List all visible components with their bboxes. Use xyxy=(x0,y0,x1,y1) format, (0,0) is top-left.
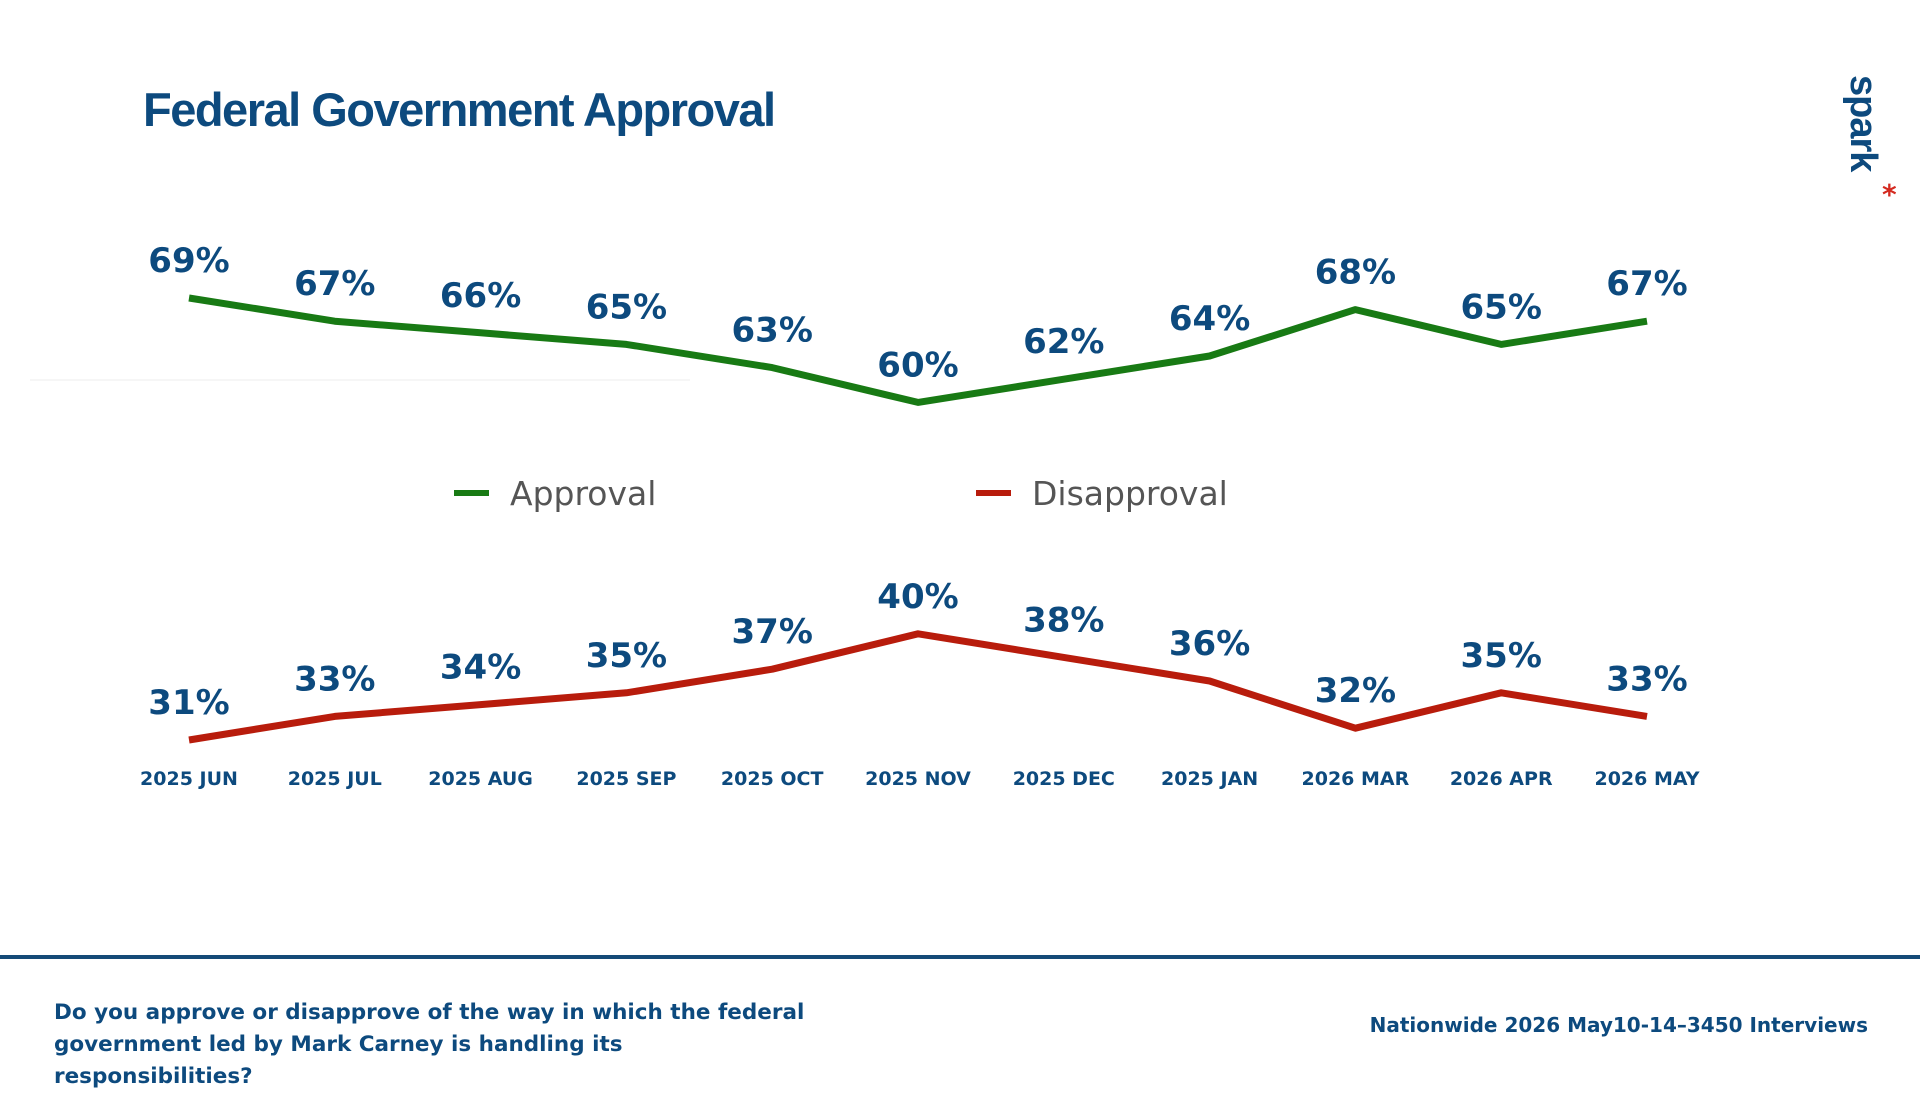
disapproval-line xyxy=(188,630,1648,744)
disapproval-value-label: 36% xyxy=(1169,624,1250,664)
x-tick-label: 2026 MAY xyxy=(1594,768,1699,790)
x-tick-label: 2026 APR xyxy=(1450,768,1553,790)
disapproval-value-label: 40% xyxy=(877,577,958,617)
disapproval-value-label: 33% xyxy=(1606,659,1687,699)
approval-value-label: 63% xyxy=(732,311,813,351)
survey-source: Nationwide 2026 May10-14–3450 Interviews xyxy=(1369,1013,1868,1037)
disapproval-value-label: 34% xyxy=(440,648,521,688)
x-tick-label: 2025 NOV xyxy=(865,768,971,790)
x-tick-label: 2025 SEP xyxy=(576,768,676,790)
footer-divider xyxy=(0,955,1920,959)
x-tick-label: 2025 DEC xyxy=(1013,768,1115,790)
disapproval-value-label: 38% xyxy=(1023,600,1104,640)
disapproval-value-label: 31% xyxy=(148,683,229,723)
line-chart: 69% 67% 66% 65% 63% 60% 62% 64% 68% 65% 67% 31% 33% 3… xyxy=(30,241,1700,790)
disapproval-value-label: 35% xyxy=(586,636,667,676)
approval-value-label: 62% xyxy=(1023,322,1104,362)
approval-line xyxy=(188,294,1648,406)
approval-value-label: 65% xyxy=(586,287,667,327)
disapproval-value-label: 35% xyxy=(1461,636,1542,676)
approval-value-label: 65% xyxy=(1461,287,1542,327)
x-axis-ticks: 2025 JUN 2025 JUL 2025 AUG 2025 SEP 2025 OCT… xyxy=(140,768,1700,790)
approval-value-label: 64% xyxy=(1169,299,1250,339)
approval-value-label: 60% xyxy=(877,345,958,385)
x-tick-label: 2025 JUL xyxy=(288,768,382,790)
x-tick-label: 2025 JUN xyxy=(140,768,238,790)
approval-value-label: 67% xyxy=(1606,264,1687,304)
spark-logo: spark * xyxy=(1840,75,1900,215)
chart-title: Federal Government Approval xyxy=(143,83,776,136)
disapproval-value-label: 37% xyxy=(732,612,813,652)
x-tick-label: 2025 JAN xyxy=(1161,768,1258,790)
approval-value-label: 67% xyxy=(294,264,375,304)
series-layer xyxy=(188,294,1648,744)
approval-value-label: 69% xyxy=(148,241,229,281)
legend: Approval Disapproval xyxy=(454,474,1228,513)
disapproval-legend-label: Disapproval xyxy=(1032,474,1228,513)
x-tick-label: 2025 AUG xyxy=(428,768,533,790)
disapproval-value-label: 33% xyxy=(294,659,375,699)
logo-asterisk-icon: * xyxy=(1882,178,1897,211)
approval-value-label: 66% xyxy=(440,276,521,316)
approval-value-label: 68% xyxy=(1315,253,1396,293)
x-tick-label: 2025 OCT xyxy=(721,768,824,790)
disapproval-value-label: 32% xyxy=(1315,671,1396,711)
approval-legend-label: Approval xyxy=(510,474,656,513)
x-tick-label: 2026 MAR xyxy=(1302,768,1410,790)
value-labels: 69% 67% 66% 65% 63% 60% 62% 64% 68% 65% 67% 31% 33% 3… xyxy=(148,241,1687,723)
survey-question: Do you approve or disapprove of the way … xyxy=(54,1000,805,1089)
